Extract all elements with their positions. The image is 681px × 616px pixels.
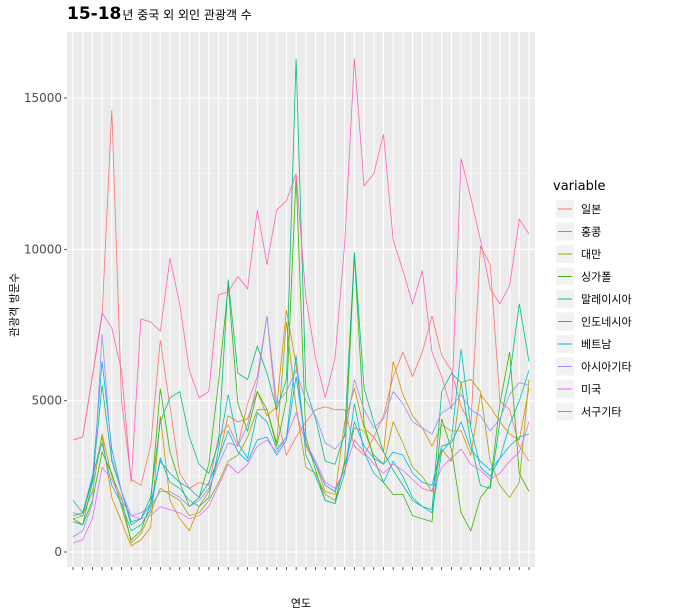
legend-item: 미국 xyxy=(556,380,601,398)
series-line-인도네시아 xyxy=(72,349,530,532)
grid-major xyxy=(67,32,535,567)
legend-item: 아시아기타 xyxy=(556,357,632,376)
legend-item: 홍콩 xyxy=(556,222,601,241)
legend-label: 말레이시아 xyxy=(581,293,632,306)
legend-label: 싱가폴 xyxy=(581,271,611,284)
grid-minor xyxy=(67,173,535,477)
legend-item: 대만 xyxy=(556,245,601,263)
legend-label: 미국 xyxy=(581,383,601,396)
y-tick-label: 5000 xyxy=(31,394,62,408)
x-axis-title: 연도 xyxy=(291,597,311,610)
chart-title-rest: 년 중국 외 외인 관광객 수 xyxy=(122,8,251,22)
series-line-아시아기타 xyxy=(72,315,530,538)
legend-title: variable xyxy=(553,179,605,194)
legend-label: 인도네시아 xyxy=(581,316,632,329)
y-axis: 0 5000 10000 15000 xyxy=(24,91,67,559)
series-line-싱가폴 xyxy=(72,176,530,541)
legend-item: 말레이시아 xyxy=(556,290,632,308)
series-line-서구기타 xyxy=(72,58,530,483)
legend-label: 일본 xyxy=(581,202,601,216)
legend-label: 아시아기타 xyxy=(581,361,632,374)
y-tick-label: 15000 xyxy=(24,91,62,105)
series-line-미국 xyxy=(72,411,530,544)
y-axis-title: 관광객 방문수 xyxy=(8,273,21,337)
legend-label: 대만 xyxy=(581,248,601,261)
legend-label: 서구기타 xyxy=(581,406,621,419)
series-lines xyxy=(72,58,530,547)
series-line-베트남 xyxy=(72,361,530,523)
legend-item: 서구기타 xyxy=(556,402,621,421)
legend-item: 일본 xyxy=(556,200,601,218)
y-tick-label: 0 xyxy=(54,545,62,559)
chart-title: 15-18년 중국 외 외인 관광객 수 xyxy=(67,4,252,24)
legend-label: 홍콩 xyxy=(581,225,601,239)
legend-item: 인도네시아 xyxy=(556,312,632,331)
y-tick-label: 10000 xyxy=(24,242,62,256)
legend-label: 베트남 xyxy=(581,338,611,351)
chart-title-bold: 15-18 xyxy=(67,4,121,24)
legend-item: 싱가폴 xyxy=(556,267,611,286)
x-axis xyxy=(72,567,530,570)
legend-item: 베트남 xyxy=(556,335,611,353)
